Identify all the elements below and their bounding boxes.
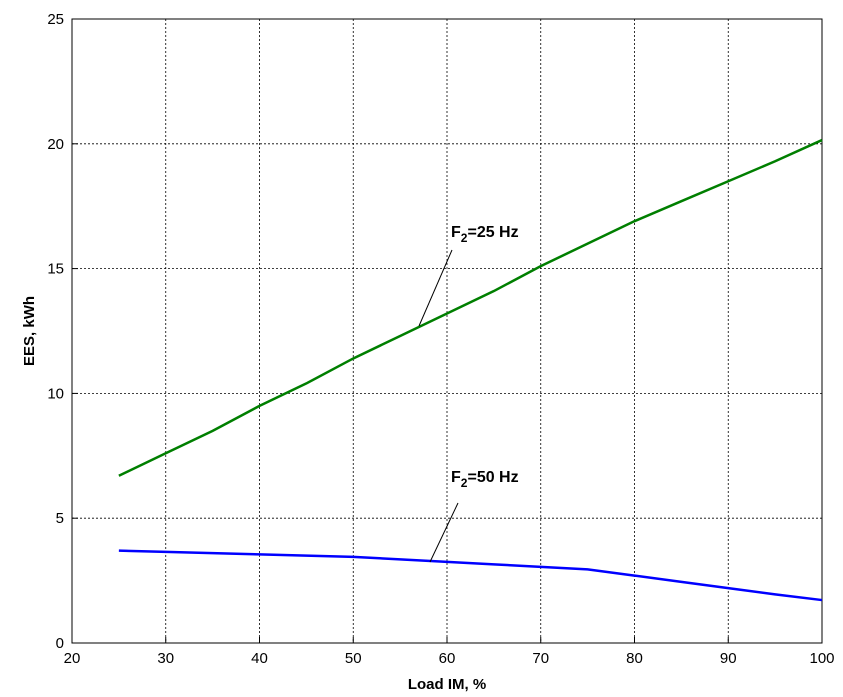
y-tick-label: 25 [47, 11, 64, 28]
annotation-subscript: 2 [461, 231, 468, 245]
annotation-text: F [451, 469, 461, 486]
x-tick-label: 90 [720, 650, 737, 667]
x-tick-label: 50 [345, 650, 362, 667]
y-tick-label: 5 [56, 510, 64, 527]
annotation-leader [418, 249, 453, 327]
x-tick-label: 80 [626, 650, 643, 667]
x-tick-label: 70 [532, 650, 549, 667]
y-tick-label: 10 [47, 385, 64, 402]
annotation: F2=50 Hz [451, 469, 519, 490]
annotation-suffix: =25 Hz [467, 224, 518, 241]
y-tick-label: 15 [47, 261, 64, 278]
annotation-text: F [451, 224, 461, 241]
x-tick-label: 20 [64, 650, 81, 667]
y-tick-label: 20 [47, 136, 64, 153]
annotation-suffix: =50 Hz [467, 469, 518, 486]
y-tick-label: 0 [56, 635, 64, 652]
x-tick-label: 100 [809, 650, 834, 667]
series-line [118, 549, 823, 602]
y-axis-label: EES, kWh [21, 296, 38, 366]
annotation: F2=25 Hz [451, 224, 519, 245]
x-tick-label: 30 [157, 650, 174, 667]
x-tick-label: 60 [439, 650, 456, 667]
annotation-subscript: 2 [461, 476, 468, 490]
plot-frame [71, 18, 823, 644]
series-line [118, 138, 823, 477]
x-tick-label: 40 [251, 650, 268, 667]
x-axis-label: Load IM, % [408, 676, 486, 693]
annotation-leader [429, 502, 459, 563]
